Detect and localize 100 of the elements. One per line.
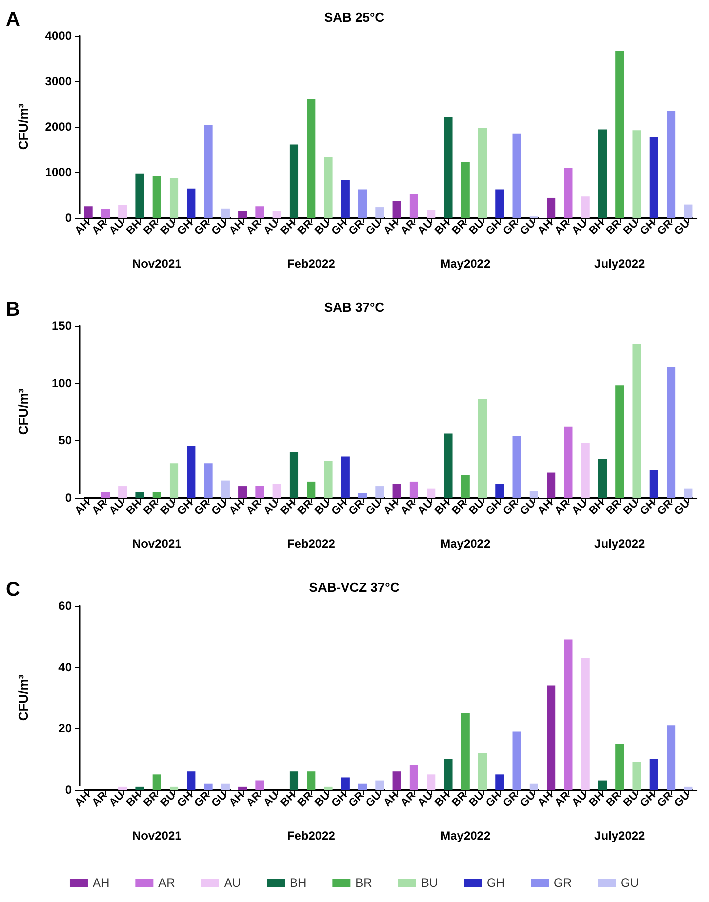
bar xyxy=(118,205,128,218)
bar xyxy=(392,772,402,790)
text: B xyxy=(6,299,20,321)
legend-label: GR xyxy=(554,876,572,890)
y-tick-label: 0 xyxy=(65,783,72,797)
bar xyxy=(204,784,213,790)
text: AH xyxy=(73,498,93,518)
text: C xyxy=(6,579,20,601)
text: AU xyxy=(570,498,590,518)
bar xyxy=(204,125,213,218)
x-tick-label: Nov2021 xyxy=(132,829,182,843)
bar xyxy=(496,774,504,790)
chart-title: SAB-VCZ 37°C xyxy=(309,580,400,595)
y-tick-label: 20 xyxy=(58,722,72,736)
bar xyxy=(290,452,299,498)
text: AU xyxy=(416,218,436,238)
bar xyxy=(410,482,418,498)
bar xyxy=(650,470,658,498)
text: BR xyxy=(142,790,162,810)
bar xyxy=(512,436,522,498)
y-tick-label: 0 xyxy=(65,491,72,505)
bar xyxy=(307,772,316,790)
bar xyxy=(376,780,384,790)
bar xyxy=(564,640,573,790)
bar xyxy=(581,196,590,218)
x-tick-label: July2022 xyxy=(594,537,646,551)
bar xyxy=(444,759,453,790)
y-tick-label: 50 xyxy=(58,434,72,448)
x-tick-label: Feb2022 xyxy=(287,829,336,843)
bar xyxy=(118,786,128,790)
bar xyxy=(650,759,658,790)
bar xyxy=(101,492,110,498)
bar xyxy=(238,486,248,498)
y-axis-title: CFU/m³ xyxy=(16,103,31,150)
bar xyxy=(272,211,282,218)
text: AU xyxy=(570,218,590,238)
bar xyxy=(358,493,368,498)
bar xyxy=(427,488,436,498)
bar xyxy=(376,208,384,218)
chart-title: SAB 37°C xyxy=(324,300,386,315)
legend-label: BU xyxy=(421,876,438,890)
bar xyxy=(667,726,676,790)
bar xyxy=(616,51,624,218)
bar xyxy=(581,658,590,790)
x-tick-label: Nov2021 xyxy=(132,537,182,551)
x-tick-label: May2022 xyxy=(440,257,491,271)
text: BH xyxy=(433,498,453,518)
x-tick-label: Feb2022 xyxy=(287,537,336,551)
text: BR xyxy=(296,790,316,810)
text: AU xyxy=(107,218,128,238)
text: BH xyxy=(587,218,607,238)
legend-label: BR xyxy=(356,876,373,890)
y-tick-label: 150 xyxy=(52,319,72,333)
text: AH xyxy=(73,218,93,238)
bar xyxy=(256,486,264,498)
bar xyxy=(547,686,556,790)
text: AR xyxy=(398,498,418,518)
bar xyxy=(427,774,436,790)
bar xyxy=(152,176,162,218)
bar xyxy=(290,772,299,790)
text: BR xyxy=(142,218,162,238)
bar xyxy=(496,190,504,218)
bar xyxy=(152,774,162,790)
bar xyxy=(170,786,179,790)
y-tick-label: 60 xyxy=(58,599,72,613)
y-tick-label: 2000 xyxy=(45,120,72,134)
text: BR xyxy=(604,498,624,518)
text: BH xyxy=(278,790,298,810)
text: BR xyxy=(450,498,470,518)
bar xyxy=(221,208,230,218)
text: BR xyxy=(142,498,162,518)
text: AU xyxy=(570,790,590,810)
x-tick-label: Nov2021 xyxy=(132,257,182,271)
text: AU xyxy=(262,218,282,238)
text: AR xyxy=(398,790,418,810)
text: AR xyxy=(90,498,110,518)
bar xyxy=(272,484,282,498)
legend-label: AH xyxy=(92,876,110,890)
text: A xyxy=(6,9,20,31)
bar xyxy=(547,198,556,218)
y-tick-label: 0 xyxy=(65,211,72,225)
x-tick-label: July2022 xyxy=(594,257,646,271)
bar xyxy=(238,786,248,790)
bar xyxy=(136,786,144,790)
legend-label: BH xyxy=(290,876,307,890)
bar xyxy=(547,472,556,498)
text: AU xyxy=(262,790,282,810)
text: AH xyxy=(382,498,402,518)
bar xyxy=(256,206,264,218)
bar xyxy=(392,484,402,498)
text: BR xyxy=(450,218,470,238)
bar xyxy=(324,157,333,218)
bar xyxy=(221,784,230,790)
bar xyxy=(598,780,608,790)
bar xyxy=(530,491,538,498)
text: AH xyxy=(382,790,402,810)
x-tick-label: July2022 xyxy=(594,829,646,843)
bar xyxy=(392,201,402,218)
legend-label: AU xyxy=(224,876,241,890)
bar xyxy=(478,399,488,498)
